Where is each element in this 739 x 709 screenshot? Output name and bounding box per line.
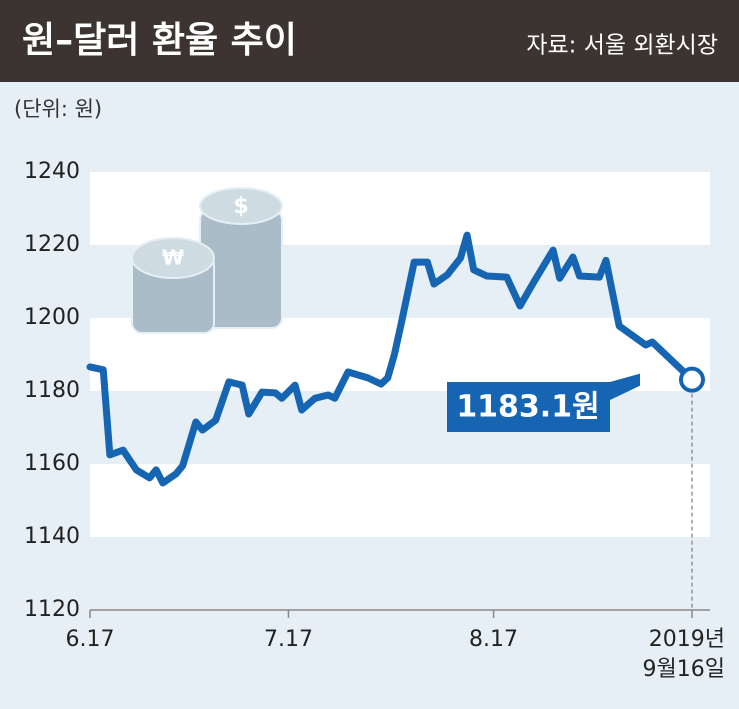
bands	[90, 172, 710, 537]
x-tick-label: 2019년 9월16일	[643, 627, 725, 682]
line-series	[86, 231, 696, 487]
x-tick-label: 6.17	[66, 627, 115, 652]
x-tick-label: 8.17	[469, 627, 518, 652]
callout-label: 1183.1원	[456, 390, 599, 425]
source: 자료: 서울 외환시장	[526, 33, 718, 59]
callout-box	[447, 373, 640, 432]
chart-title: 원–달러 환율 추이	[22, 20, 297, 61]
title-bar	[0, 0, 739, 82]
y-tick-label: 1200	[24, 305, 80, 330]
y-tick-label: 1140	[24, 524, 80, 549]
y-tick-label: 1180	[24, 378, 80, 403]
unit: (단위: 원)	[14, 97, 102, 121]
grid-band	[90, 464, 710, 537]
svg-text:₩: ₩	[162, 246, 184, 270]
y-tick-label: 1120	[24, 597, 80, 622]
coins-icon: $ ₩	[131, 187, 283, 334]
x-tick-label: 7.17	[264, 627, 313, 652]
grid-band	[90, 172, 710, 245]
end-point	[679, 366, 705, 393]
y-tick-label: 1220	[24, 232, 80, 257]
y-tick-label: 1240	[24, 159, 80, 184]
y-tick-label: 1160	[24, 451, 80, 476]
svg-text:$: $	[233, 194, 248, 219]
